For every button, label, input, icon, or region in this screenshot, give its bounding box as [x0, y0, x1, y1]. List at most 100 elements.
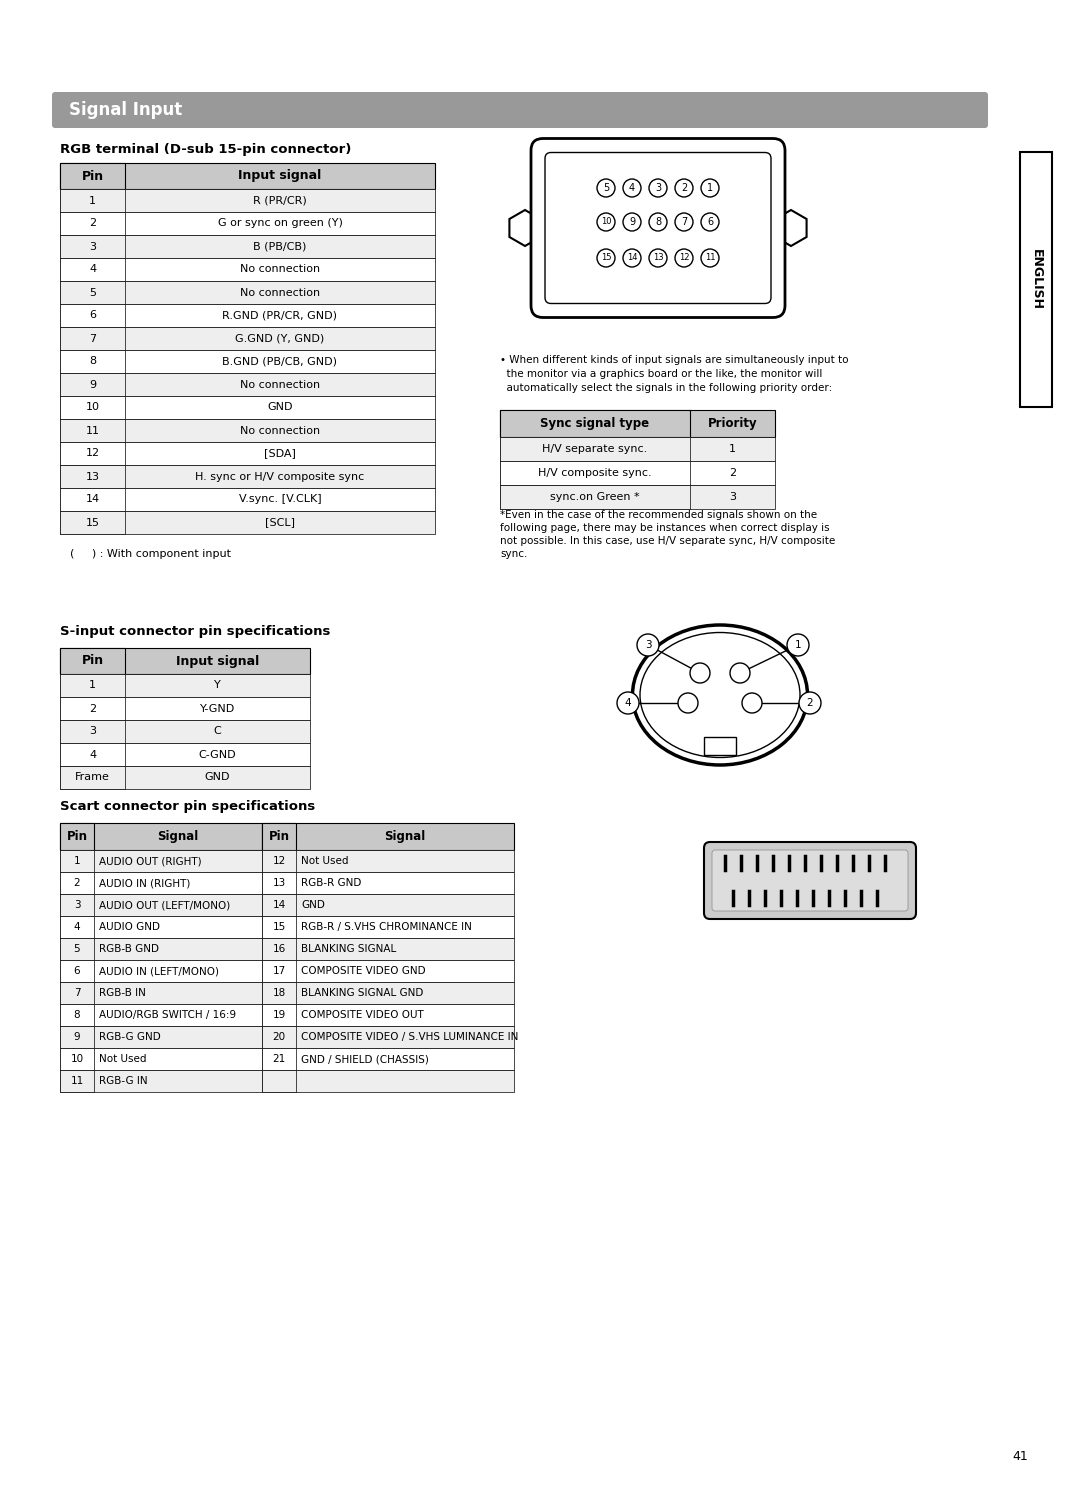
- Text: 4: 4: [624, 698, 632, 708]
- Bar: [60, 849, 94, 872]
- Bar: [704, 737, 735, 754]
- Text: Signal Input: Signal Input: [69, 101, 183, 119]
- Text: 3: 3: [89, 242, 96, 251]
- Text: 7: 7: [89, 334, 96, 343]
- Bar: [60, 674, 310, 696]
- Text: 6: 6: [707, 217, 713, 227]
- Bar: [262, 939, 514, 959]
- Text: [SDA]: [SDA]: [265, 448, 296, 459]
- Circle shape: [701, 249, 719, 267]
- Bar: [500, 460, 775, 486]
- Text: No connection: No connection: [240, 426, 320, 435]
- Bar: [262, 894, 514, 916]
- Bar: [262, 872, 514, 894]
- Bar: [60, 258, 435, 281]
- Text: 1: 1: [89, 196, 96, 205]
- Bar: [262, 1071, 514, 1091]
- Text: 41: 41: [1012, 1451, 1028, 1464]
- Bar: [60, 465, 125, 489]
- Text: COMPOSITE VIDEO OUT: COMPOSITE VIDEO OUT: [301, 1010, 423, 1020]
- Text: 2: 2: [729, 468, 737, 478]
- Bar: [60, 443, 125, 465]
- Text: B.GND (PB/CB, GND): B.GND (PB/CB, GND): [222, 356, 337, 367]
- Text: AUDIO/RGB SWITCH / 16:9: AUDIO/RGB SWITCH / 16:9: [99, 1010, 237, 1020]
- Circle shape: [623, 180, 642, 198]
- Bar: [262, 872, 296, 894]
- Circle shape: [787, 634, 809, 656]
- Text: RGB-G GND: RGB-G GND: [99, 1032, 161, 1042]
- Text: 11: 11: [70, 1077, 83, 1086]
- Bar: [60, 872, 262, 894]
- Circle shape: [730, 662, 750, 683]
- Bar: [60, 281, 125, 304]
- Bar: [60, 1004, 94, 1026]
- Text: 8: 8: [73, 1010, 80, 1020]
- Text: 17: 17: [272, 967, 285, 976]
- Bar: [1020, 151, 1052, 407]
- Bar: [262, 959, 296, 982]
- Bar: [60, 1026, 262, 1048]
- Bar: [60, 674, 125, 696]
- Text: GND: GND: [205, 772, 230, 783]
- Text: AUDIO IN (LEFT/MONO): AUDIO IN (LEFT/MONO): [99, 967, 219, 976]
- Bar: [60, 212, 125, 235]
- Text: 3: 3: [73, 900, 80, 910]
- Bar: [500, 486, 690, 509]
- Text: 2: 2: [680, 183, 687, 193]
- Bar: [60, 350, 125, 373]
- Circle shape: [799, 692, 821, 714]
- Circle shape: [678, 693, 698, 713]
- Text: sync.: sync.: [500, 549, 527, 558]
- Bar: [60, 1048, 94, 1071]
- Ellipse shape: [640, 633, 800, 757]
- Bar: [262, 982, 296, 1004]
- Text: 13: 13: [85, 472, 99, 481]
- Bar: [262, 1026, 514, 1048]
- Text: the monitor via a graphics board or the like, the monitor will: the monitor via a graphics board or the …: [500, 368, 822, 379]
- Bar: [60, 235, 125, 258]
- Text: Input signal: Input signal: [239, 169, 322, 183]
- Bar: [60, 373, 435, 396]
- FancyBboxPatch shape: [712, 849, 908, 910]
- Bar: [262, 982, 514, 1004]
- Bar: [500, 437, 775, 460]
- Text: Pin: Pin: [81, 169, 104, 183]
- Text: R (PR/CR): R (PR/CR): [253, 196, 307, 205]
- Bar: [60, 647, 310, 674]
- Circle shape: [649, 180, 667, 198]
- Circle shape: [675, 180, 693, 198]
- Text: 11: 11: [705, 254, 715, 263]
- Ellipse shape: [633, 625, 808, 765]
- Bar: [60, 465, 435, 489]
- Bar: [60, 1071, 262, 1091]
- Bar: [60, 443, 435, 465]
- Text: RGB-B IN: RGB-B IN: [99, 988, 146, 998]
- Bar: [60, 489, 125, 511]
- Bar: [60, 766, 310, 789]
- Bar: [500, 410, 690, 437]
- Bar: [262, 1071, 296, 1091]
- Text: B (PB/CB): B (PB/CB): [254, 242, 307, 251]
- Bar: [60, 511, 435, 535]
- Text: 1: 1: [795, 640, 801, 650]
- Text: 3: 3: [645, 640, 651, 650]
- Text: 8: 8: [654, 217, 661, 227]
- Text: 1: 1: [89, 680, 96, 691]
- Text: 19: 19: [272, 1010, 285, 1020]
- Bar: [262, 1004, 296, 1026]
- Bar: [60, 766, 125, 789]
- Text: Signal: Signal: [158, 830, 199, 843]
- Bar: [60, 396, 125, 419]
- Text: 12: 12: [85, 448, 99, 459]
- Bar: [60, 742, 125, 766]
- Text: 13: 13: [272, 878, 285, 888]
- Bar: [60, 959, 262, 982]
- Bar: [60, 647, 125, 674]
- Text: 3: 3: [89, 726, 96, 737]
- Text: not possible. In this case, use H/V separate sync, H/V composite: not possible. In this case, use H/V sepa…: [500, 536, 835, 546]
- Circle shape: [623, 249, 642, 267]
- Circle shape: [617, 692, 639, 714]
- Text: 4: 4: [629, 183, 635, 193]
- Text: 14: 14: [85, 495, 99, 505]
- Bar: [60, 1071, 94, 1091]
